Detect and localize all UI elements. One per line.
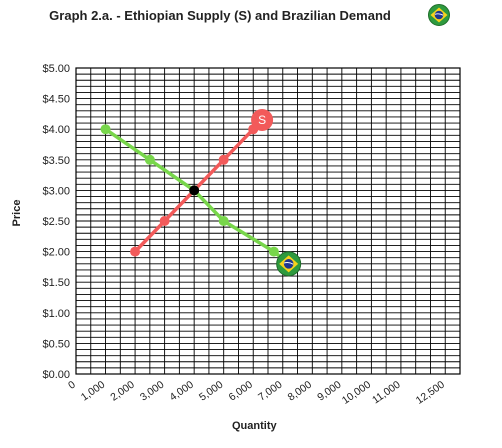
x-tick-label: 3,000: [138, 379, 167, 404]
demand-point: [218, 216, 229, 226]
brazil-flag-icon-globe: [283, 259, 294, 269]
supply-point: [159, 216, 170, 226]
x-tick-label: 2,000: [108, 379, 137, 404]
y-tick-label: $2.00: [42, 247, 70, 259]
x-tick-label: 5,000: [197, 379, 226, 404]
x-tick-label: 10,000: [340, 379, 373, 407]
x-tick-label: 1,000: [79, 379, 108, 404]
x-tick-label: 9,000: [315, 379, 344, 404]
y-tick-label: $3.50: [42, 155, 70, 167]
x-tick-label: 12,500: [414, 379, 447, 407]
x-axis-label: Quantity: [232, 420, 277, 432]
y-tick-label: $4.50: [42, 94, 70, 106]
brazil-flag-icon: [428, 4, 450, 26]
brazil-flag-icon-band: [283, 262, 294, 265]
supply-point: [130, 246, 141, 257]
plot-frame: [75, 67, 461, 375]
x-tick-label: 8,000: [286, 379, 315, 404]
y-tick-label: $4.00: [42, 124, 70, 136]
demand-point: [144, 154, 155, 165]
x-tick-label: 4,000: [167, 379, 196, 404]
y-tick-label: $2.50: [42, 216, 70, 228]
x-tick-label: 0: [66, 379, 78, 392]
x-tick-label: 6,000: [227, 379, 256, 404]
equilibrium-point: [189, 185, 200, 196]
y-tick-label: $0.50: [42, 338, 70, 350]
y-tick-label: $5.00: [42, 63, 70, 75]
y-tick-label: $3.00: [42, 185, 70, 197]
y-axis-label: Price: [11, 199, 23, 227]
demand-point: [268, 246, 279, 257]
y-tick-label: $1.00: [42, 308, 70, 320]
supply-label-text: S: [258, 113, 266, 127]
x-tick-label: 11,000: [370, 379, 403, 407]
demand-point: [100, 124, 111, 135]
y-tick-label: $0.00: [42, 369, 70, 381]
chart-title: Graph 2.a. - Ethiopian Supply (S) and Br…: [49, 8, 391, 23]
y-tick-label: $1.50: [42, 277, 70, 289]
x-tick-label: 7,000: [256, 379, 285, 404]
supply-point: [218, 154, 229, 165]
supply-label-marker: [251, 109, 274, 132]
